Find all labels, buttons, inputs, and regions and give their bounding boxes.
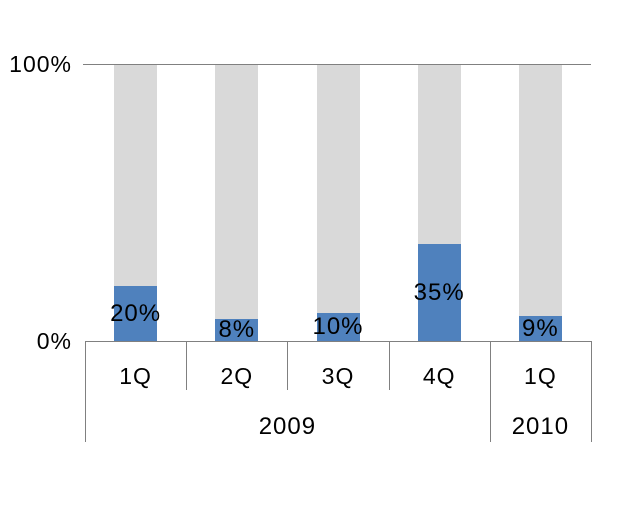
category-label-year: 2009 — [258, 413, 317, 440]
bar-value-label: 35% — [413, 278, 465, 306]
bar-value-label: 9% — [522, 314, 559, 342]
bar-remainder-segment — [215, 65, 259, 341]
axis-tick-group — [591, 341, 592, 442]
category-label-quarter: 3Q — [321, 363, 355, 389]
axis-tick-group — [490, 341, 491, 442]
category-label-quarter: 2Q — [220, 363, 254, 389]
axis-tick-quarter — [389, 341, 390, 390]
y-axis-label-0: 0% — [36, 328, 72, 354]
axis-tick-quarter — [186, 341, 187, 390]
bar-value-label: 20% — [110, 299, 162, 327]
bar-value-label: 8% — [218, 316, 256, 343]
bar-value-segment — [215, 319, 259, 341]
gridline-100pct — [83, 64, 591, 65]
category-label-quarter: 1Q — [524, 363, 557, 389]
bar-value-label: 10% — [312, 313, 364, 340]
category-label-quarter: 1Q — [119, 363, 152, 389]
bar-value-segment — [417, 244, 461, 341]
category-label-year: 2010 — [511, 413, 570, 440]
bar-value-segment — [518, 316, 562, 341]
bar-remainder-segment — [316, 65, 360, 341]
bar-value-segment — [114, 286, 158, 341]
bar-remainder-segment — [518, 65, 562, 341]
x-axis-line — [85, 341, 591, 342]
y-axis-label-100: 100% — [9, 51, 72, 77]
bar-value-segment — [316, 313, 360, 341]
axis-tick-quarter — [287, 341, 288, 390]
axis-tick-group — [85, 341, 86, 442]
category-label-quarter: 4Q — [422, 363, 456, 389]
